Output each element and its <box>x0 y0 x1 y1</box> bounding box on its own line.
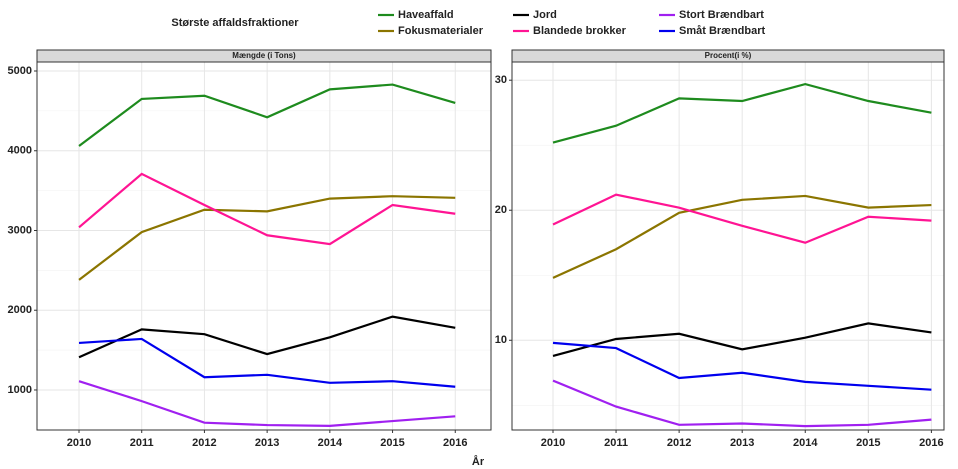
series-line <box>552 322 932 357</box>
x-tick-label: 2013 <box>255 437 279 449</box>
legend-label: Stort Brændbart <box>679 9 764 21</box>
legend-label: Haveaffald <box>398 9 454 21</box>
series-line <box>552 379 932 428</box>
legend-label: Fokusmaterialer <box>398 25 484 37</box>
panel-background <box>37 62 491 430</box>
x-tick-label: 2014 <box>318 437 343 449</box>
y-tick-label: 2000 <box>8 304 32 316</box>
x-tick-label: 2015 <box>380 437 404 449</box>
series-line <box>78 380 456 427</box>
y-tick-label: 4000 <box>8 145 32 157</box>
series-line <box>552 82 932 144</box>
x-tick-label: 2015 <box>856 437 880 449</box>
series-line <box>552 194 932 279</box>
series-line <box>552 341 932 391</box>
legend-label: Blandede brokker <box>533 25 627 37</box>
panel-title: Mængde (i Tons) <box>232 51 296 60</box>
series-line <box>552 193 932 244</box>
x-tick-label: 2012 <box>192 437 216 449</box>
series-line <box>78 172 456 246</box>
legend-label: Jord <box>533 9 557 21</box>
series-line <box>78 195 456 281</box>
series-line <box>78 315 456 359</box>
x-axis-label: År <box>472 455 485 468</box>
y-tick-label: 30 <box>495 74 507 86</box>
strip <box>36 49 492 63</box>
x-tick-label: 2013 <box>730 437 754 449</box>
legend-label: Småt Brændbart <box>679 25 766 37</box>
x-tick-label: 2011 <box>130 437 154 449</box>
x-tick-label: 2011 <box>604 437 628 449</box>
x-tick-label: 2010 <box>541 437 565 449</box>
y-tick-label: 10 <box>495 334 507 346</box>
series-line <box>78 337 456 388</box>
y-tick-label: 20 <box>495 204 507 216</box>
y-tick-label: 3000 <box>8 224 32 236</box>
x-tick-label: 2016 <box>919 437 943 449</box>
x-tick-label: 2016 <box>443 437 467 449</box>
panel-background <box>512 62 944 430</box>
strip <box>511 49 945 63</box>
y-tick-label: 5000 <box>8 65 32 77</box>
legend-title: Største affaldsfraktioner <box>171 17 299 29</box>
x-tick-label: 2014 <box>793 437 818 449</box>
x-tick-label: 2010 <box>67 437 91 449</box>
y-tick-label: 1000 <box>8 384 32 396</box>
panel-title: Procent(i %) <box>705 51 752 60</box>
x-tick-label: 2012 <box>667 437 691 449</box>
series-line <box>78 83 456 147</box>
